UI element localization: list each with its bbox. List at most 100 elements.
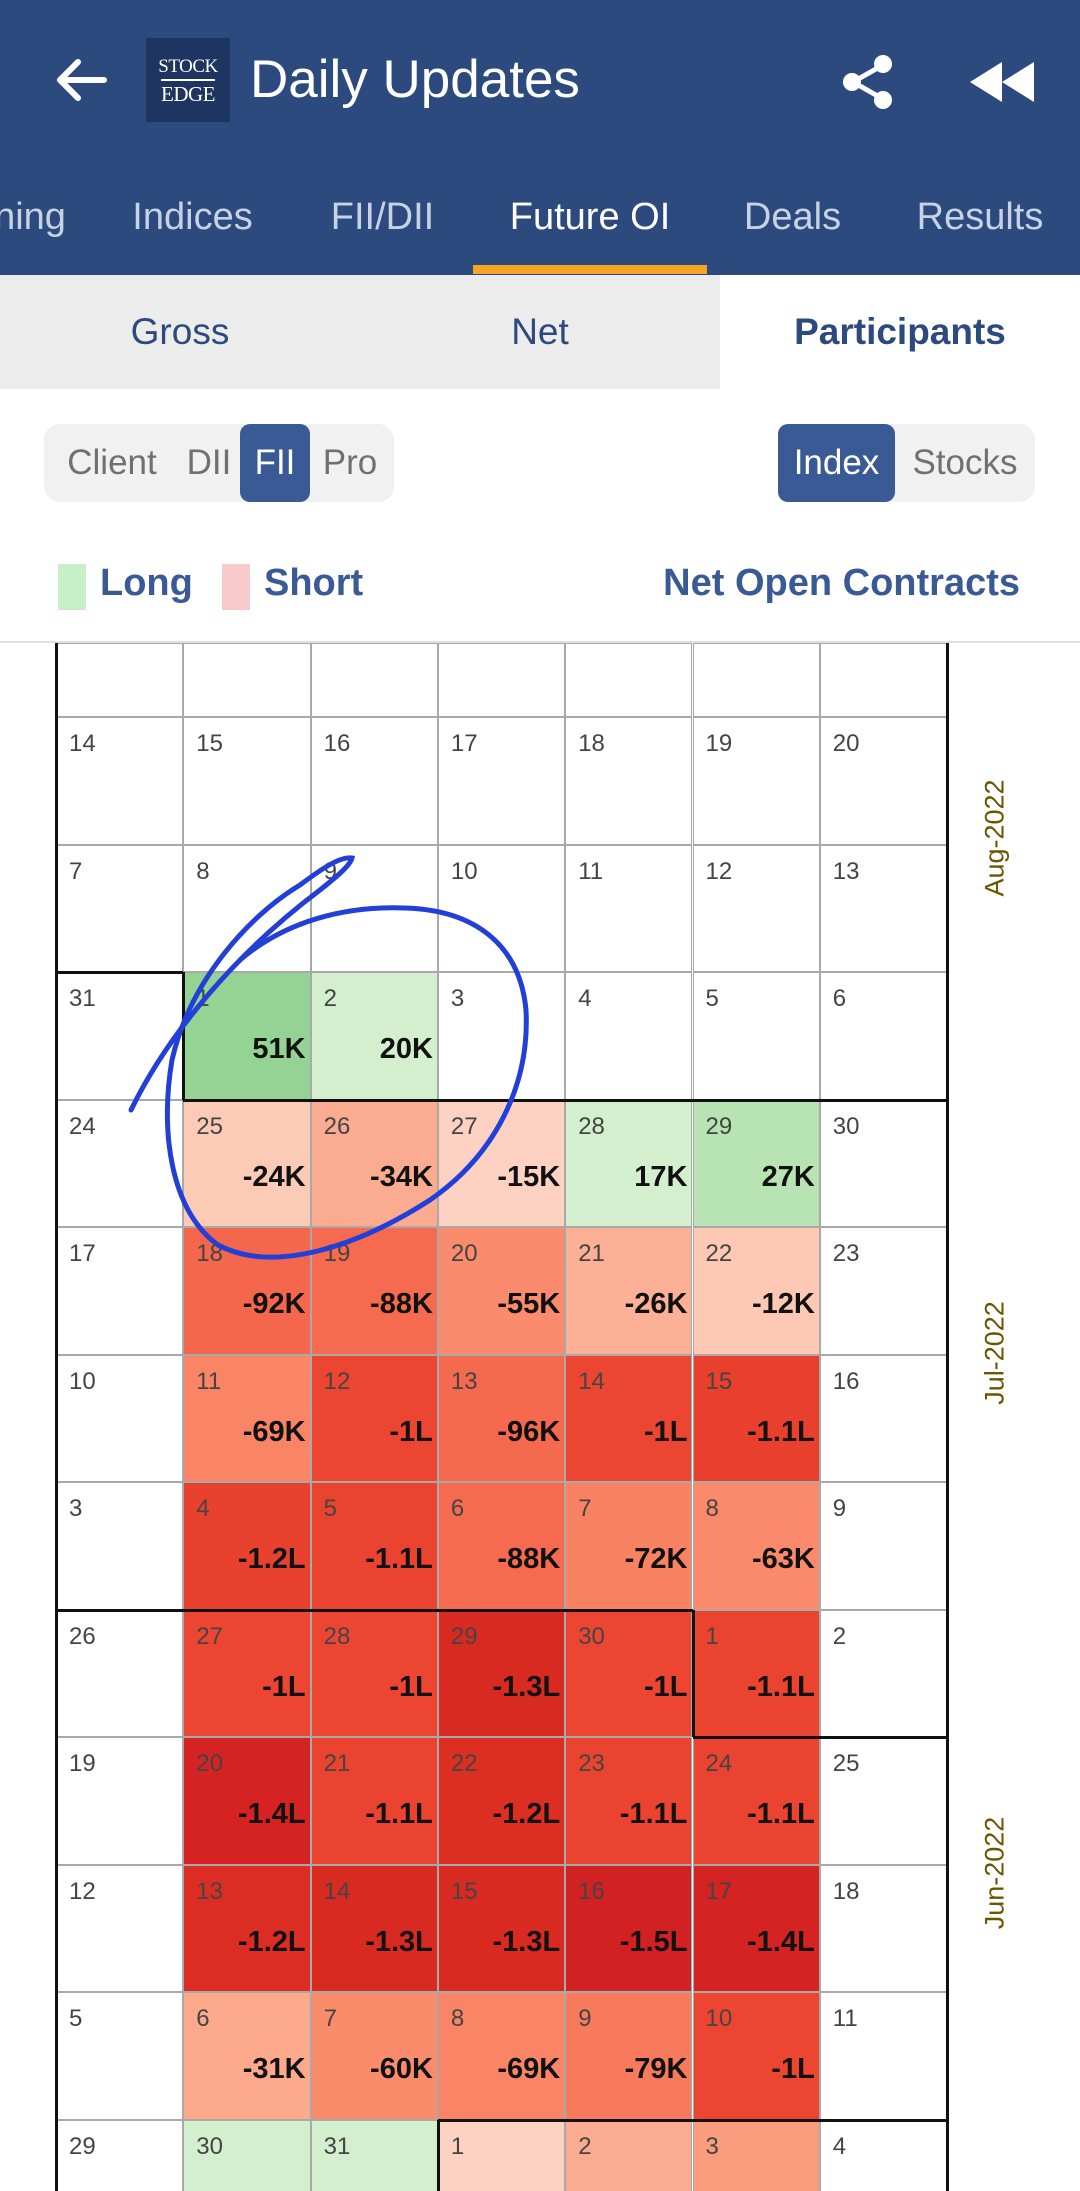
calendar-day-cell[interactable]: 26 -34K: [310, 1099, 438, 1227]
segment-participants[interactable]: Participants: [720, 275, 1080, 389]
calendar-day-cell[interactable]: 14: [56, 717, 184, 845]
share-button[interactable]: [832, 46, 904, 118]
calendar-day-cell[interactable]: 1 51K: [183, 972, 311, 1100]
calendar-day-cell[interactable]: 10: [437, 844, 566, 972]
segment-gross[interactable]: Gross: [0, 275, 360, 389]
calendar-day-cell[interactable]: 22 -1.2L: [437, 1737, 566, 1865]
calendar-day-cell[interactable]: 19: [56, 1737, 184, 1865]
calendar-day-cell[interactable]: 16: [310, 717, 438, 845]
calendar-day-cell[interactable]: 18 -92K: [183, 1227, 311, 1355]
calendar-day-cell[interactable]: 5: [692, 972, 820, 1100]
calendar-day-cell[interactable]: 18: [819, 1864, 948, 1992]
instrument-index[interactable]: Index: [778, 424, 895, 502]
calendar-day-cell[interactable]: 2 20K: [310, 972, 438, 1100]
calendar-day-cell[interactable]: 2: [565, 2119, 693, 2191]
calendar-day-cell[interactable]: 11: [819, 1992, 948, 2120]
calendar-day-cell[interactable]: 23: [819, 1227, 948, 1355]
calendar-day-cell[interactable]: 3: [437, 972, 566, 1100]
calendar-day-cell[interactable]: 19: [692, 717, 820, 845]
calendar-day-cell[interactable]: [183, 643, 311, 717]
calendar-day-cell[interactable]: 5 -1.1L: [310, 1482, 438, 1610]
calendar-day-cell[interactable]: 9 -79K: [565, 1992, 693, 2120]
calendar-day-cell[interactable]: 12: [692, 844, 820, 972]
calendar-day-cell[interactable]: 22 -12K: [692, 1227, 820, 1355]
calendar-day-cell[interactable]: 27 -1L: [183, 1609, 311, 1737]
calendar-day-cell[interactable]: [56, 643, 184, 717]
calendar-day-cell[interactable]: [437, 643, 566, 717]
calendar-day-cell[interactable]: 29 27K: [692, 1099, 820, 1227]
calendar-day-cell[interactable]: 11 -69K: [183, 1354, 311, 1482]
calendar-day-cell[interactable]: 1 -1.1L: [692, 1609, 820, 1737]
calendar-day-cell[interactable]: 13 -1.2L: [183, 1864, 311, 1992]
calendar-day-cell[interactable]: 10: [56, 1354, 184, 1482]
calendar-day-cell[interactable]: 29: [56, 2119, 184, 2191]
calendar-day-cell[interactable]: 30: [183, 2119, 311, 2191]
instrument-stocks[interactable]: Stocks: [912, 443, 1018, 482]
calendar-day-cell[interactable]: 15 -1.3L: [437, 1864, 566, 1992]
calendar-day-cell[interactable]: 25 -24K: [183, 1099, 311, 1227]
calendar-day-cell[interactable]: 11: [565, 844, 693, 972]
calendar-day-cell[interactable]: 14 -1.3L: [310, 1864, 438, 1992]
calendar-day-cell[interactable]: 16: [819, 1354, 948, 1482]
calendar-day-cell[interactable]: 4: [565, 972, 693, 1100]
participant-fii[interactable]: FII: [240, 424, 310, 502]
calendar-day-cell[interactable]: 5: [56, 1992, 184, 2120]
tab-indices[interactable]: Indices: [132, 196, 253, 238]
calendar-day-cell[interactable]: 6 -31K: [183, 1992, 311, 2120]
calendar-day-cell[interactable]: 13: [819, 844, 948, 972]
segment-net[interactable]: Net: [360, 275, 720, 389]
calendar-day-cell[interactable]: 27 -15K: [437, 1099, 566, 1227]
calendar-day-cell[interactable]: 7 -60K: [310, 1992, 438, 2120]
calendar-day-cell[interactable]: 14 -1L: [565, 1354, 693, 1482]
calendar-day-cell[interactable]: 3: [56, 1482, 184, 1610]
calendar-day-cell[interactable]: 21 -1.1L: [310, 1737, 438, 1865]
calendar-day-cell[interactable]: 8 -69K: [437, 1992, 566, 2120]
calendar-day-cell[interactable]: 16 -1.5L: [565, 1864, 693, 1992]
participant-client[interactable]: Client: [67, 443, 157, 482]
calendar-day-cell[interactable]: 13 -96K: [437, 1354, 566, 1482]
calendar-day-cell[interactable]: 10 -1L: [692, 1992, 820, 2120]
calendar-day-cell[interactable]: 17: [437, 717, 566, 845]
calendar-day-cell[interactable]: 12: [56, 1864, 184, 1992]
calendar-day-cell[interactable]: 8 -63K: [692, 1482, 820, 1610]
calendar-day-cell[interactable]: 28 17K: [565, 1099, 693, 1227]
calendar-day-cell[interactable]: 19 -88K: [310, 1227, 438, 1355]
calendar-day-cell[interactable]: 4 -1.2L: [183, 1482, 311, 1610]
calendar-day-cell[interactable]: 20 -55K: [437, 1227, 566, 1355]
calendar-day-cell[interactable]: 4: [819, 2119, 948, 2191]
calendar-day-cell[interactable]: 17: [56, 1227, 184, 1355]
calendar-day-cell[interactable]: 15 -1.1L: [692, 1354, 820, 1482]
calendar-day-cell[interactable]: 17 -1.4L: [692, 1864, 820, 1992]
calendar-day-cell[interactable]: 26: [56, 1609, 184, 1737]
calendar-day-cell[interactable]: 1: [437, 2119, 566, 2191]
calendar-day-cell[interactable]: 15: [183, 717, 311, 845]
tab-opening[interactable]: ning: [0, 196, 66, 238]
calendar-day-cell[interactable]: 12 -1L: [310, 1354, 438, 1482]
tab-future-oi[interactable]: Future OI: [509, 196, 671, 238]
calendar-day-cell[interactable]: 31: [56, 972, 184, 1100]
calendar-day-cell[interactable]: 2: [819, 1609, 948, 1737]
calendar-day-cell[interactable]: 20 -1.4L: [183, 1737, 311, 1865]
calendar-day-cell[interactable]: 24: [56, 1099, 184, 1227]
calendar-day-cell[interactable]: 28 -1L: [310, 1609, 438, 1737]
participant-dii[interactable]: DII: [186, 443, 232, 482]
calendar-day-cell[interactable]: 30: [819, 1099, 948, 1227]
tab-results[interactable]: Results: [916, 196, 1044, 238]
participant-pro[interactable]: Pro: [322, 443, 378, 482]
calendar-day-cell[interactable]: 7 -72K: [565, 1482, 693, 1610]
back-button[interactable]: [40, 44, 120, 116]
calendar-day-cell[interactable]: [565, 643, 693, 717]
calendar-day-cell[interactable]: 18: [565, 717, 693, 845]
calendar-day-cell[interactable]: [819, 643, 948, 717]
calendar-day-cell[interactable]: 31: [310, 2119, 438, 2191]
calendar-day-cell[interactable]: 29 -1.3L: [437, 1609, 566, 1737]
calendar-day-cell[interactable]: 8: [183, 844, 311, 972]
calendar-day-cell[interactable]: 20: [819, 717, 948, 845]
calendar-day-cell[interactable]: 7: [56, 844, 184, 972]
calendar-day-cell[interactable]: 23 -1.1L: [565, 1737, 693, 1865]
calendar-day-cell[interactable]: [692, 643, 820, 717]
calendar-day-cell[interactable]: 3: [692, 2119, 820, 2191]
calendar-day-cell[interactable]: 30 -1L: [565, 1609, 693, 1737]
calendar-day-cell[interactable]: 6 -88K: [437, 1482, 566, 1610]
calendar-day-cell[interactable]: [310, 643, 438, 717]
